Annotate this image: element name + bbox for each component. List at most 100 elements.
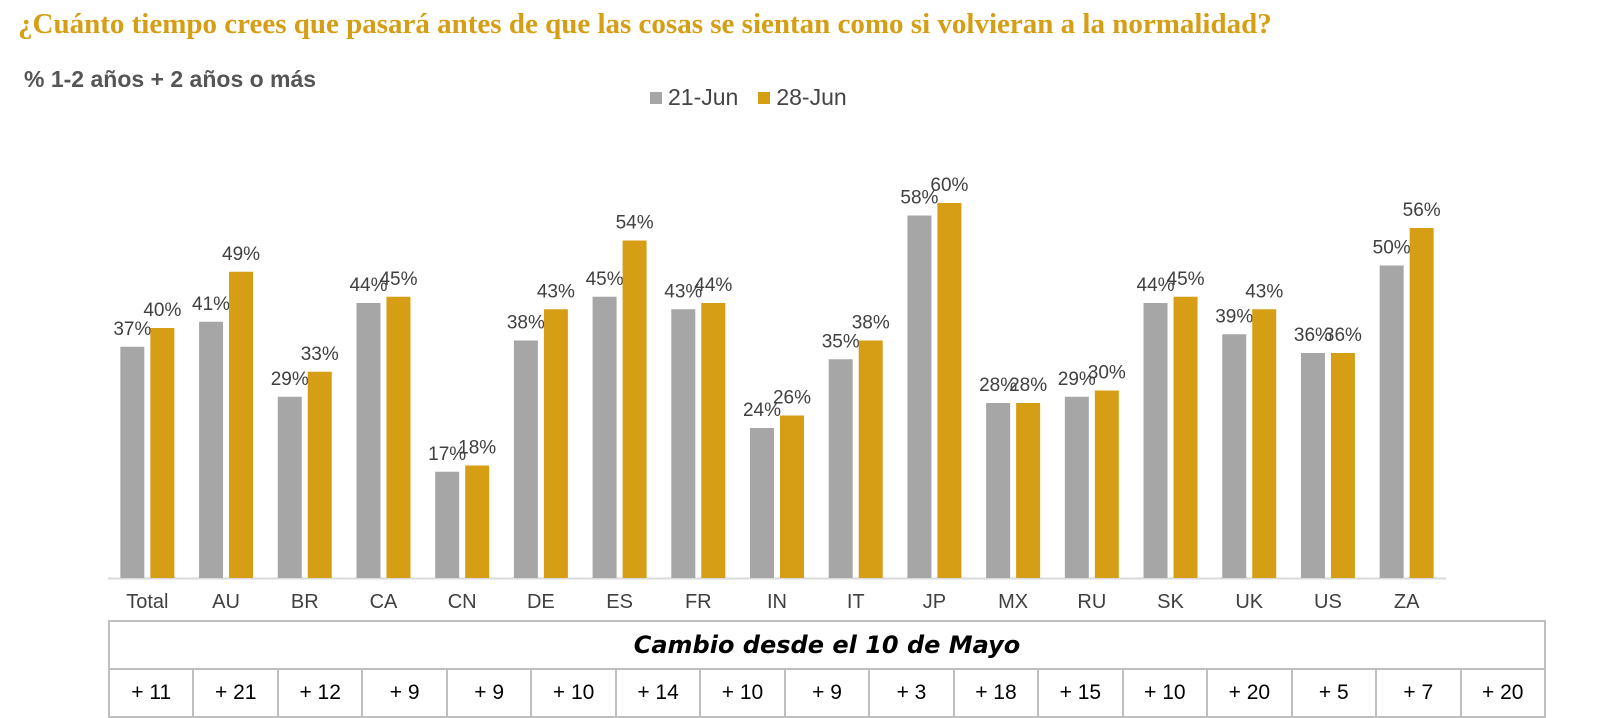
bar-fr-21-jun [671, 309, 696, 578]
data-label-cn-21-jun: 17% [428, 444, 466, 465]
data-label-es-28-jun: 54% [616, 213, 654, 234]
bar-us-21-jun [1300, 353, 1325, 578]
bar-mx-21-jun [986, 403, 1011, 578]
bar-de-28-jun [543, 309, 568, 578]
bar-cn-28-jun [465, 465, 490, 578]
data-label-au-21-jun: 41% [192, 294, 230, 315]
bar-es-28-jun [622, 240, 647, 578]
tick-label-es: ES [606, 591, 633, 613]
data-label-ru-28-jun: 30% [1088, 363, 1126, 384]
bar-us-28-jun [1330, 353, 1355, 578]
legend: 21-Jun 28-Jun [650, 84, 867, 111]
legend-item-28-jun: 28-Jun [758, 84, 847, 111]
change-table-values-row: + 11 + 21 + 12 + 9 + 9 + 10 + 14 + 10 + 9 + 3 + 18… [107, 668, 1546, 718]
change-cell-uk: + 5 [1290, 668, 1378, 718]
tick-label-us: US [1314, 591, 1342, 613]
data-label-ru-21-jun: 29% [1058, 369, 1096, 390]
data-label-uk-28-jun: 43% [1245, 281, 1283, 302]
data-label-in-28-jun: 26% [773, 388, 811, 409]
bar-au-28-jun [229, 271, 254, 578]
tick-label-fr: FR [685, 591, 712, 613]
bar-sk-28-jun [1173, 296, 1198, 578]
legend-swatch-21-jun [650, 91, 662, 104]
bar-uk-21-jun [1222, 334, 1247, 578]
change-cell-au: + 21 [192, 668, 279, 718]
bar-ca-28-jun [386, 296, 411, 578]
tick-label-ca: CA [370, 591, 398, 613]
data-label-in-21-jun: 24% [743, 400, 781, 421]
bar-cn-21-jun [435, 471, 460, 578]
bar-sk-21-jun [1143, 303, 1168, 578]
change-table: Cambio desde el 10 de Mayo + 11 + 21 + 12 +… [107, 620, 1546, 718]
change-cell-in: + 9 [783, 668, 871, 718]
change-cell-de: + 10 [530, 668, 617, 718]
legend-label-28-jun: 28-Jun [776, 84, 847, 110]
change-cell-us: + 7 [1375, 668, 1462, 718]
data-label-br-28-jun: 33% [301, 344, 339, 365]
bar-ru-28-jun [1094, 390, 1119, 578]
change-cell-sk: + 20 [1206, 668, 1293, 718]
tick-label-de: DE [527, 591, 555, 613]
change-table-header-row: Cambio desde el 10 de Mayo [108, 620, 1546, 670]
bar-jp-21-jun [907, 215, 932, 578]
bar-au-21-jun [199, 321, 224, 578]
data-label-cn-28-jun: 18% [458, 438, 496, 459]
bar-chart: 37%40%Total41%49%AU29%33%BR44%45%CA17%18… [108, 175, 1446, 613]
data-label-uk-21-jun: 39% [1215, 306, 1253, 327]
legend-swatch-28-jun [758, 91, 771, 104]
data-label-fr-21-jun: 43% [664, 281, 702, 302]
tick-label-ru: RU [1077, 591, 1106, 613]
tick-label-za: ZA [1394, 591, 1420, 613]
data-label-jp-28-jun: 60% [930, 175, 968, 196]
bar-ca-21-jun [356, 303, 381, 578]
bar-in-21-jun [750, 428, 774, 578]
data-label-br-21-jun: 29% [271, 369, 309, 390]
chart-title: ¿Cuánto tiempo crees que pasará antes de… [18, 8, 1272, 40]
bar-mx-28-jun [1016, 403, 1041, 578]
tick-label-mx: MX [998, 591, 1028, 613]
bar-br-21-jun [277, 396, 302, 578]
data-label-es-21-jun: 45% [586, 269, 624, 290]
data-label-de-28-jun: 43% [537, 281, 575, 302]
data-label-fr-28-jun: 44% [694, 275, 732, 296]
data-label-us-21-jun: 36% [1294, 325, 1332, 346]
legend-label-21-jun: 21-Jun [668, 84, 739, 110]
change-table-title: Cambio desde el 10 de Mayo [108, 620, 1546, 670]
change-cell-ca: + 9 [361, 668, 448, 718]
change-cell-br: + 12 [276, 668, 364, 718]
change-cell-cn: + 9 [445, 668, 533, 718]
tick-label-jp: JP [923, 591, 946, 613]
data-label-mx-28-jun: 28% [1009, 375, 1047, 396]
data-label-sk-21-jun: 44% [1137, 275, 1175, 296]
bar-it-21-jun [828, 359, 853, 578]
data-label-au-28-jun: 49% [222, 244, 260, 265]
data-label-total-21-jun: 37% [113, 319, 151, 340]
legend-item-21-jun: 21-Jun [650, 84, 738, 111]
tick-label-cn: CN [448, 591, 477, 613]
data-label-sk-28-jun: 45% [1167, 269, 1205, 290]
data-label-it-21-jun: 35% [822, 331, 860, 352]
tick-label-au: AU [212, 591, 240, 613]
data-label-de-21-jun: 38% [507, 313, 545, 334]
data-label-us-28-jun: 36% [1324, 325, 1362, 346]
data-label-jp-21-jun: 58% [900, 188, 938, 209]
bar-za-28-jun [1409, 228, 1434, 578]
change-cell-jp: + 18 [952, 668, 1040, 718]
bar-za-21-jun [1379, 265, 1404, 578]
tick-label-in: IN [767, 591, 787, 613]
bar-de-21-jun [513, 340, 538, 578]
bar-in-28-jun [780, 415, 804, 578]
change-cell-mx: + 15 [1037, 668, 1124, 718]
bar-total-28-jun [150, 328, 175, 578]
tick-label-it: IT [847, 591, 865, 613]
data-label-ca-28-jun: 45% [379, 269, 417, 290]
data-label-ca-21-jun: 44% [349, 275, 387, 296]
bar-br-28-jun [307, 371, 332, 578]
bar-uk-28-jun [1252, 309, 1277, 578]
data-label-it-28-jun: 38% [852, 313, 890, 334]
data-label-za-28-jun: 56% [1403, 200, 1441, 221]
chart-subtitle: % 1-2 años + 2 años o más [24, 66, 317, 92]
data-label-za-21-jun: 50% [1373, 238, 1411, 259]
tick-label-total: Total [126, 591, 168, 613]
data-label-total-28-jun: 40% [143, 300, 181, 321]
